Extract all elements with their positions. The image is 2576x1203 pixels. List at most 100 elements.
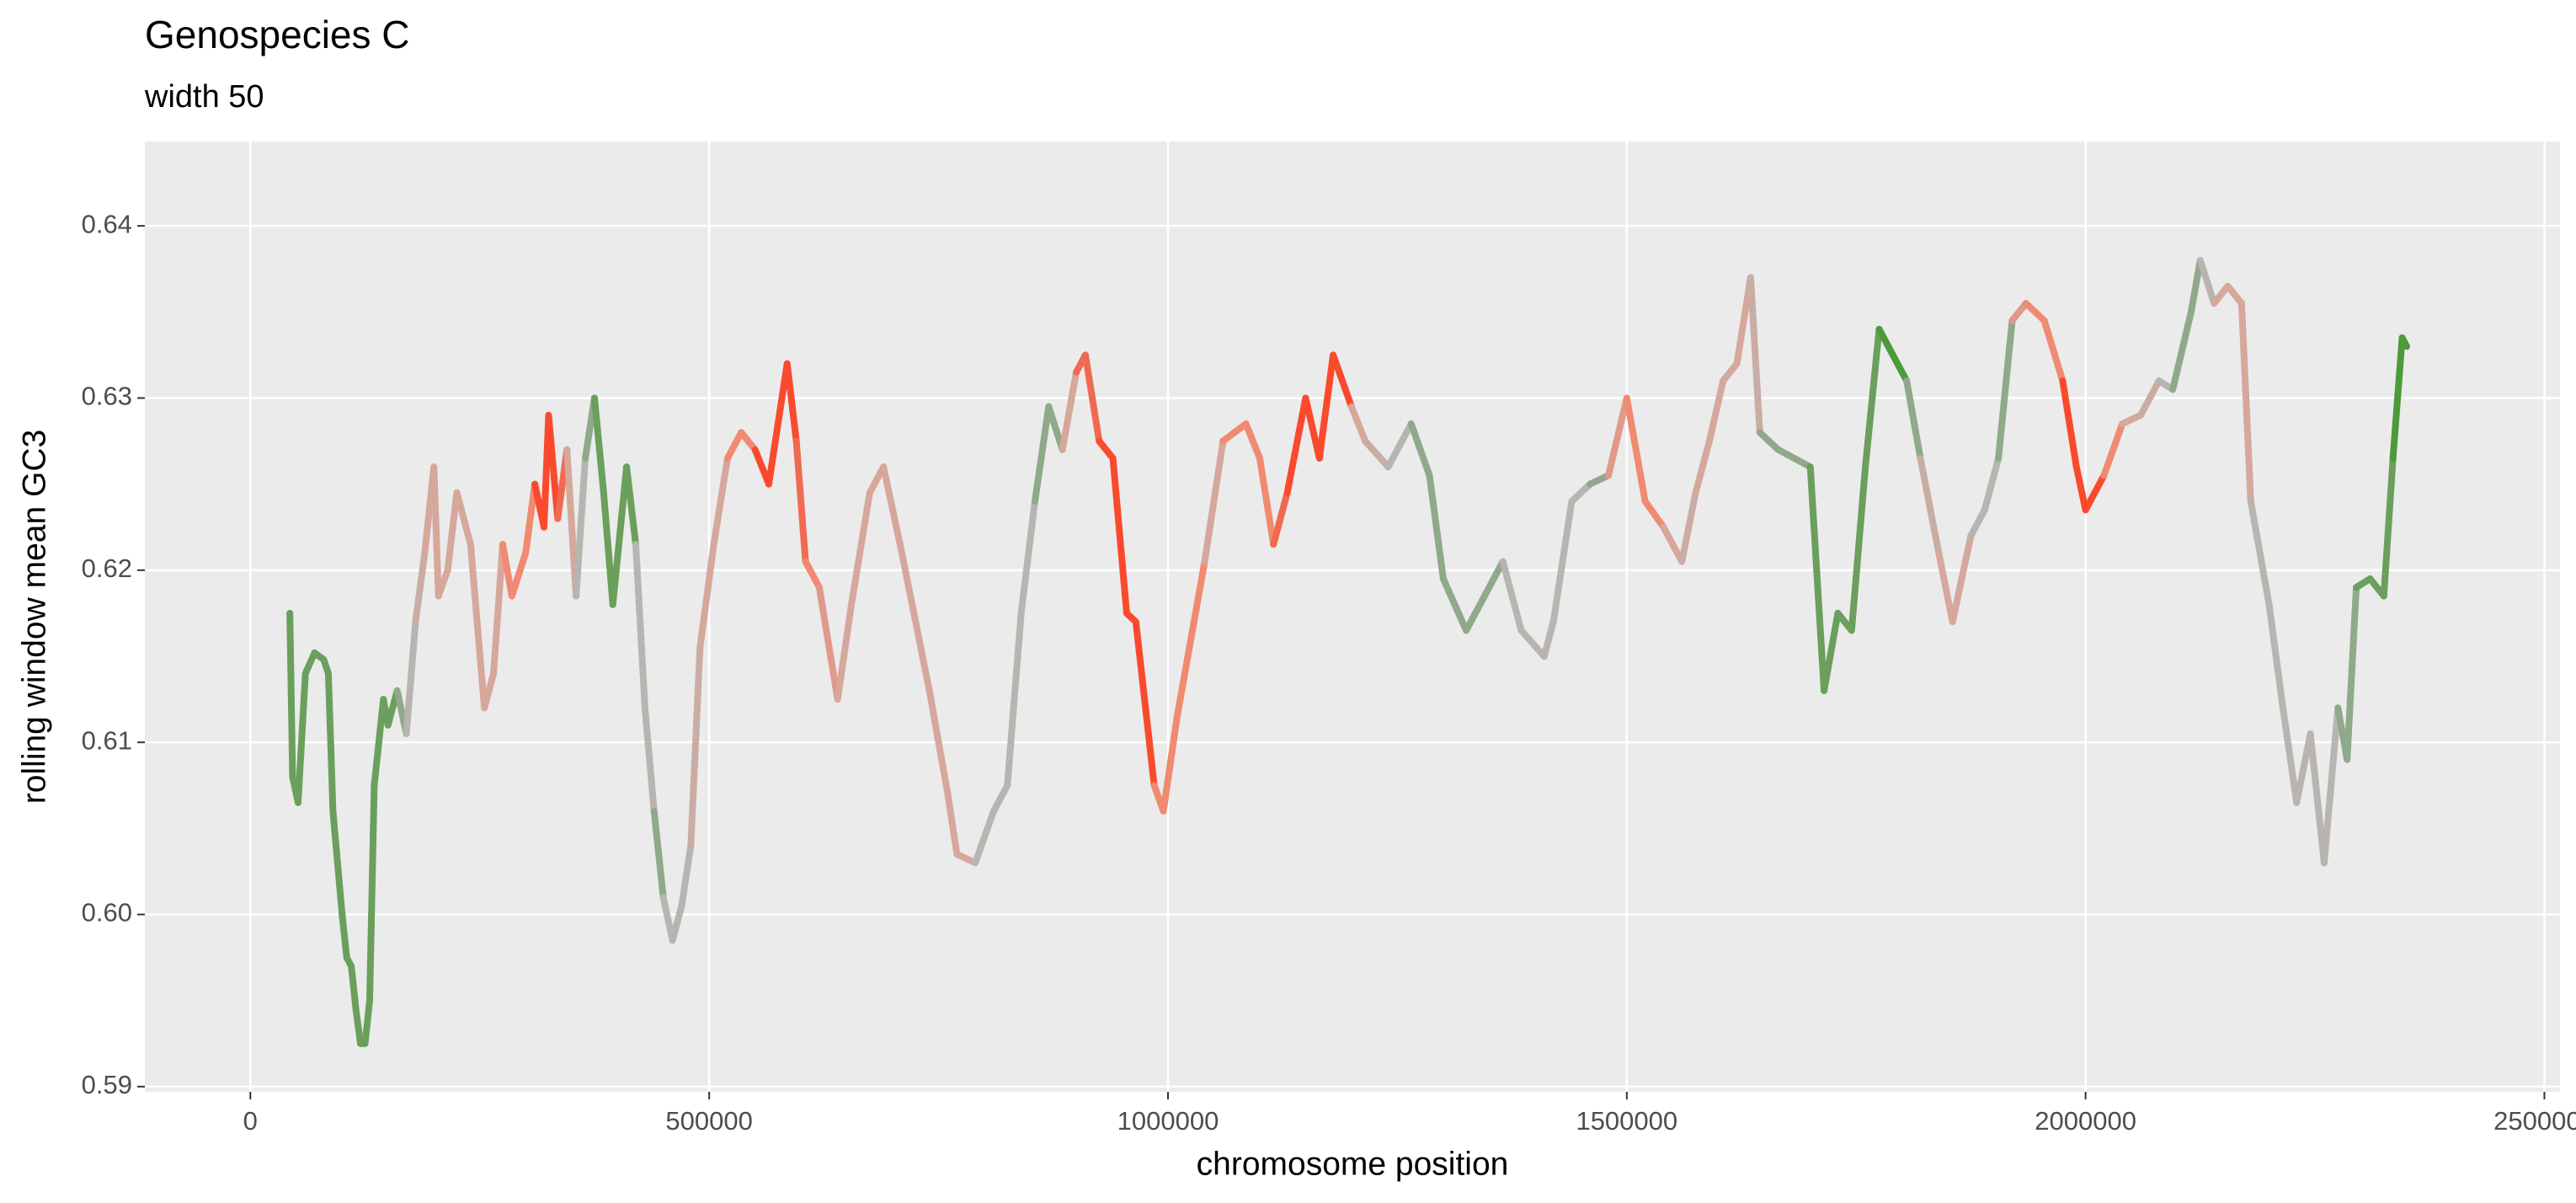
line-segment [2398, 334, 2411, 350]
line-segment [1935, 549, 1956, 626]
line-segment [944, 790, 961, 858]
y-tick-label: 0.60 [82, 898, 132, 928]
line-segment [1426, 472, 1447, 583]
line-segment [1641, 498, 1667, 531]
line-segment [2293, 730, 2314, 806]
line-segment [989, 782, 1011, 815]
line-segment [339, 911, 350, 961]
plot-panel [145, 142, 2560, 1092]
line-segment [1347, 403, 1369, 445]
chart-subtitle: width 50 [144, 79, 264, 115]
line-segment [1362, 437, 1392, 471]
line-segment [792, 437, 809, 565]
line-segment [1967, 506, 1988, 539]
x-tick-label: 2000000 [2035, 1106, 2136, 1136]
line-segment [972, 807, 997, 867]
line-segment [1031, 403, 1053, 505]
line-segment [632, 541, 648, 712]
line-segment [294, 670, 309, 806]
line-segment [848, 489, 873, 608]
line-segment [2307, 730, 2328, 867]
line-segment [1623, 394, 1649, 505]
line-segment [925, 687, 952, 798]
line-segment [573, 455, 589, 600]
line-segment [324, 670, 337, 815]
line-segment [738, 429, 759, 453]
line-segment [2187, 257, 2204, 316]
y-tick-label: 0.64 [82, 209, 132, 238]
line-segment [2237, 300, 2254, 505]
line-segment [371, 696, 387, 789]
line-segment [2082, 472, 2108, 514]
line-segment [687, 644, 704, 849]
line-segment [600, 489, 616, 608]
line-segment [1692, 437, 1713, 496]
line-segment [1705, 377, 1727, 445]
line-segment [403, 618, 419, 737]
line-segment [641, 704, 658, 815]
line-segment [2137, 377, 2163, 419]
line-segment [723, 429, 745, 462]
line-segment [1096, 437, 1117, 462]
line-segment [898, 549, 933, 694]
line-segment [623, 463, 639, 548]
line-segment [2196, 257, 2218, 307]
line-segment [2022, 300, 2048, 324]
line-segment [1517, 627, 1548, 660]
line-segment [333, 859, 346, 918]
line-segment [352, 1005, 365, 1047]
line-segment [2380, 455, 2397, 600]
line-segment [481, 670, 498, 712]
x-tick-label: 1000000 [1117, 1106, 1219, 1136]
line-segment [1059, 368, 1080, 453]
line-segment [783, 360, 800, 445]
x-tick-label: 1500000 [1576, 1106, 1677, 1136]
line-segment [1720, 360, 1741, 385]
line-segment [1081, 351, 1103, 445]
line-segment [2169, 308, 2195, 393]
line-segment [430, 463, 442, 600]
line-segment [1949, 532, 1975, 626]
y-axis-title: rolling window mean GC3 [16, 430, 52, 804]
line-segment [2247, 498, 2273, 608]
line-segment [815, 584, 841, 703]
line-segment [1747, 274, 1763, 436]
line-segment [1270, 489, 1291, 548]
line-segment [1499, 558, 1525, 634]
line-segment [1605, 394, 1630, 479]
line-segment [301, 649, 318, 677]
line-segment [348, 962, 360, 1013]
line-segment [1862, 325, 1883, 471]
line-segment [435, 566, 451, 600]
line-segment [2389, 334, 2406, 462]
line-segment [2344, 584, 2360, 763]
line-segment [1219, 420, 1250, 445]
line-segment [1109, 455, 1130, 617]
line-segment [467, 541, 488, 712]
line-segment [2211, 282, 2232, 307]
line-segment [1568, 480, 1594, 505]
line-segment [1330, 351, 1355, 410]
line-segment [1903, 377, 1924, 462]
line-segment [2100, 420, 2126, 479]
line-segment [1549, 498, 1576, 626]
line-segment [1439, 575, 1470, 634]
line-segment [1774, 446, 1814, 471]
line-segment [590, 394, 607, 496]
line-segment [508, 549, 530, 600]
line-segment [2059, 377, 2080, 471]
line-segment [2008, 300, 2029, 324]
line-segment [1540, 618, 1557, 660]
line-segment [834, 601, 856, 703]
y-tick-label: 0.61 [82, 725, 132, 755]
line-segment [1995, 317, 2016, 462]
line-segment [545, 411, 562, 522]
line-segment [1981, 455, 2003, 514]
y-tick-label: 0.62 [82, 553, 132, 583]
line-segment [650, 807, 667, 901]
line-segment [453, 489, 474, 548]
line-segment [1480, 558, 1507, 600]
line-segment [1875, 325, 1896, 359]
x-axis-title: chromosome position [1197, 1146, 1509, 1182]
line-segment [765, 360, 791, 488]
